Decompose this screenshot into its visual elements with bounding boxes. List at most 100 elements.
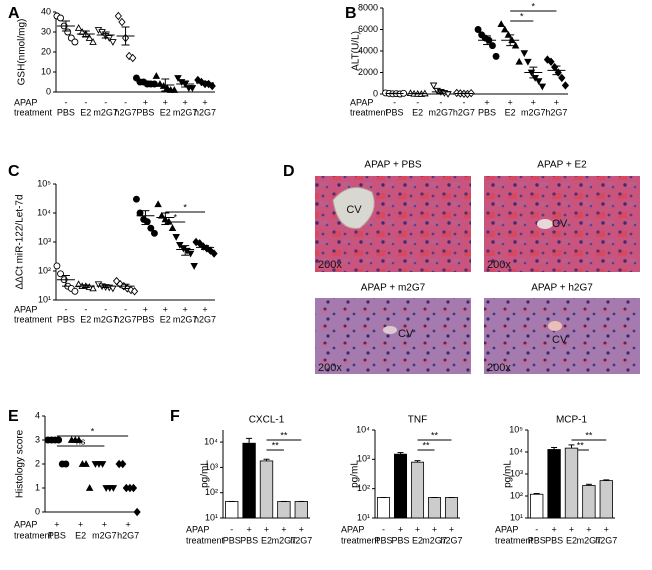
row-label: treatment <box>14 530 53 540</box>
x-tick-label: h2G7 <box>115 314 137 324</box>
x-tick-label: E2 <box>412 107 423 117</box>
x-tick-label: PBS <box>391 535 409 545</box>
y-tick-label: 10² <box>205 487 218 497</box>
data-point <box>132 195 140 203</box>
y-tick-label: 10⁵ <box>37 178 51 188</box>
significance-label: ** <box>422 440 430 450</box>
y-tick-label: 10³ <box>205 462 218 472</box>
data-point <box>208 81 216 91</box>
data-point <box>547 57 555 66</box>
y-tick-label: 1 <box>35 482 40 492</box>
data-point <box>125 51 133 61</box>
significance-label: ** <box>585 430 593 440</box>
data-point <box>71 287 79 295</box>
apap-label: - <box>104 97 107 107</box>
data-point <box>129 483 138 493</box>
central-vein <box>537 219 553 229</box>
apap-label: + <box>281 524 286 534</box>
data-point <box>497 20 505 27</box>
x-tick-label: m2G7 <box>93 107 118 117</box>
y-tick-label: 0 <box>373 88 378 98</box>
y-tick-label: 10¹ <box>38 294 51 304</box>
x-tick-label: h2G7 <box>115 107 137 117</box>
chart-title: TNF <box>408 415 427 426</box>
row-label: APAP <box>341 524 364 534</box>
x-tick-label: E2 <box>505 107 516 117</box>
apap-label: + <box>484 97 489 107</box>
bar <box>427 497 442 519</box>
apap-label: - <box>462 97 465 107</box>
y-tick-label: 10 <box>41 66 51 76</box>
bar <box>410 461 425 519</box>
data-point <box>210 249 218 258</box>
x-tick-label: PBS <box>57 107 75 117</box>
row-label: treatment <box>495 535 534 545</box>
x-tick-label: E2 <box>160 107 171 117</box>
apap-label: + <box>508 97 513 107</box>
row-label: treatment <box>186 535 225 545</box>
apap-label: + <box>415 524 420 534</box>
significance-label: * <box>532 1 536 11</box>
chart-title: MCP-1 <box>556 415 588 426</box>
x-tick-label: h2G7 <box>440 535 462 545</box>
x-tick-label: PBS <box>48 530 66 540</box>
data-point <box>152 72 161 79</box>
y-tick-label: 10¹ <box>205 512 218 522</box>
apap-label: - <box>416 97 419 107</box>
apap-label: + <box>531 97 536 107</box>
histology-image: APAP + m2G7 CV 200x <box>315 283 471 374</box>
x-tick-label: PBS <box>545 535 563 545</box>
apap-label: + <box>604 524 609 534</box>
row-label: APAP <box>350 97 373 107</box>
y-axis-label: pg/mL <box>200 460 211 488</box>
apap-label: - <box>124 304 127 314</box>
data-point <box>429 82 438 90</box>
significance-label: ** <box>431 430 439 440</box>
x-tick-label: E2 <box>80 107 91 117</box>
row-label: APAP <box>14 519 37 529</box>
data-point <box>154 200 162 208</box>
y-tick-label: 10⁴ <box>204 436 218 446</box>
data-point <box>421 89 429 97</box>
data-point <box>174 75 182 82</box>
x-tick-label: h2G7 <box>545 107 567 117</box>
x-tick-label: m2G7 <box>521 107 546 117</box>
apap-label: + <box>102 519 107 529</box>
chart-title: CXCL-1 <box>249 415 285 426</box>
apap-label: + <box>569 524 574 534</box>
x-tick-label: h2G7 <box>194 107 216 117</box>
x-tick-label: m2G7 <box>422 535 447 545</box>
bar <box>530 493 544 519</box>
data-point <box>85 283 94 290</box>
panel-letter: E <box>8 408 19 425</box>
apap-label: - <box>104 304 107 314</box>
data-point <box>515 57 523 65</box>
data-point <box>109 285 117 293</box>
data-point <box>157 211 166 219</box>
apap-label: - <box>439 97 442 107</box>
y-tick-label: 10⁴ <box>509 446 523 456</box>
panel-letter: C <box>8 163 20 180</box>
data-point <box>118 17 126 27</box>
apap-label: - <box>64 304 67 314</box>
data-point <box>474 26 482 33</box>
data-point <box>558 73 566 83</box>
bar <box>294 501 308 519</box>
y-tick-label: 10² <box>38 265 51 275</box>
significance-label: * <box>520 11 524 21</box>
x-tick-label: PBS <box>223 535 241 545</box>
data-point <box>129 53 137 63</box>
apap-label: + <box>398 524 403 534</box>
data-point <box>130 287 139 296</box>
data-point <box>112 276 121 286</box>
bar <box>547 449 561 519</box>
data-point <box>71 38 79 46</box>
x-tick-label: PBS <box>136 107 154 117</box>
central-vein <box>332 187 375 229</box>
data-point <box>186 250 195 258</box>
y-tick-label: 10² <box>510 490 523 500</box>
y-tick-label: 30 <box>41 26 51 36</box>
panel-letter: D <box>283 163 295 180</box>
bar <box>599 480 613 519</box>
